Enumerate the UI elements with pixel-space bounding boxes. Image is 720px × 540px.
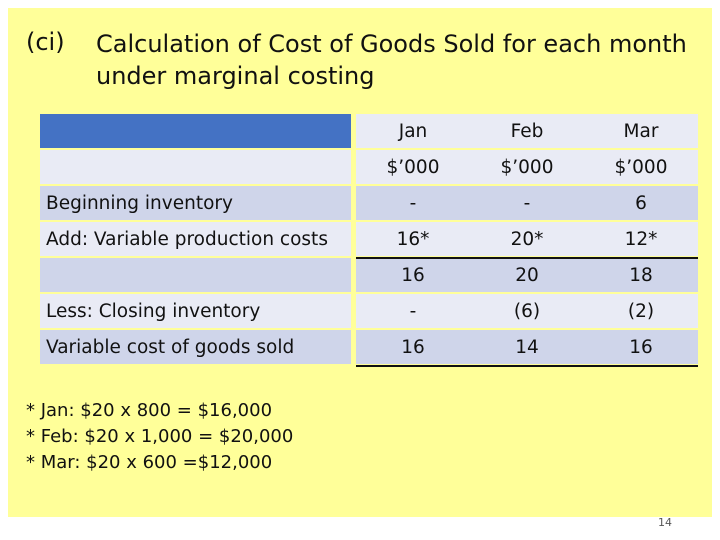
value-feb: 20 [470,258,584,292]
value-feb: (6) [470,294,584,328]
value-jan: 16* [356,222,470,256]
table-row: Variable cost of goods sold 16 14 16 [40,330,698,366]
value-feb: 14 [470,330,584,364]
table-row: 16 20 18 [40,258,698,294]
unit-jan: $’000 [356,150,470,184]
header-label-cell [40,114,351,148]
header-month-mar: Mar [584,114,698,148]
units-label-cell [40,150,351,184]
row-label: Beginning inventory [40,186,351,220]
unit-mar: $’000 [584,150,698,184]
value-mar: (2) [584,294,698,328]
value-jan: - [356,186,470,220]
header-month-jan: Jan [356,114,470,148]
table-row: Add: Variable production costs 16* 20* 1… [40,222,698,258]
slide-title: Calculation of Cost of Goods Sold for ea… [96,30,687,90]
value-jan: - [356,294,470,328]
subtotal-rule [356,257,698,259]
table-row: Beginning inventory - - 6 [40,186,698,222]
footnotes: * Jan: $20 x 800 = $16,000 * Feb: $20 x … [26,398,293,476]
footnote-mar: * Mar: $20 x 600 =$12,000 [26,452,273,473]
table-header-row: Jan Feb Mar [40,114,698,150]
footnote-feb: * Feb: $20 x 1,000 = $20,000 [26,426,294,447]
cost-table: Jan Feb Mar $’000 $’000 $’000 Beginning … [40,114,698,367]
section-number: (ci) [26,28,65,56]
total-rule [356,365,698,367]
value-feb: 20* [470,222,584,256]
table-row: Less: Closing inventory - (6) (2) [40,294,698,330]
value-mar: 6 [584,186,698,220]
unit-feb: $’000 [470,150,584,184]
row-label: Add: Variable production costs [40,222,351,256]
value-mar: 12* [584,222,698,256]
footnote-jan: * Jan: $20 x 800 = $16,000 [26,400,273,421]
value-jan: 16 [356,330,470,364]
value-jan: 16 [356,258,470,292]
row-label [40,258,351,292]
value-mar: 18 [584,258,698,292]
header-month-feb: Feb [470,114,584,148]
value-feb: - [470,186,584,220]
slide: (ci) Calculation of Cost of Goods Sold f… [8,8,712,529]
table-units-row: $’000 $’000 $’000 [40,150,698,186]
value-mar: 16 [584,330,698,364]
row-label: Less: Closing inventory [40,294,351,328]
page-number: 14 [658,516,672,529]
row-label: Variable cost of goods sold [40,330,351,364]
